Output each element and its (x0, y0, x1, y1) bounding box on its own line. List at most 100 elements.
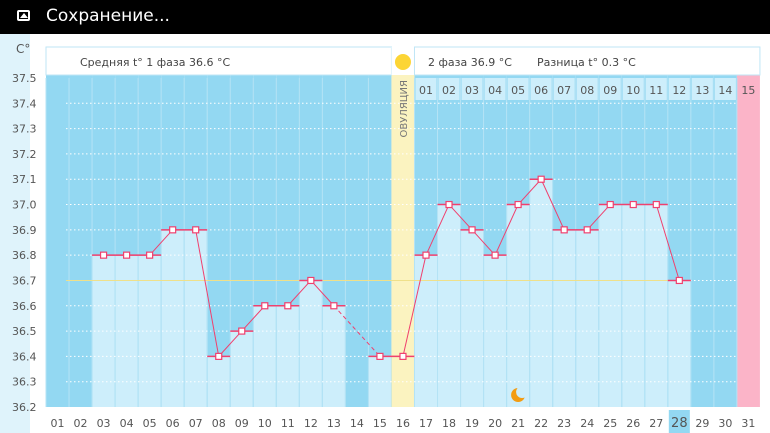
temp-point (399, 352, 407, 360)
temp-bar (668, 280, 691, 407)
x-tick-label: 31 (741, 417, 755, 430)
temp-point (238, 327, 246, 335)
x-tick-label: 16 (396, 417, 410, 430)
temp-point (422, 251, 430, 259)
temp-line-segment (149, 229, 174, 256)
temp-line-segment (540, 179, 565, 231)
temp-line-segment (655, 204, 680, 281)
x-tick-label: 05 (143, 417, 157, 430)
temp-point (99, 251, 108, 259)
y-tick-label: 36.4 (12, 350, 37, 363)
x-tick-label: 06 (166, 417, 180, 430)
status-title: Сохранение... (46, 6, 170, 26)
x-tick-label: 24 (580, 417, 594, 430)
x-tick-label: 11 (281, 417, 295, 430)
temp-line-segment (287, 280, 312, 307)
day-column (368, 58, 392, 407)
temp-point (215, 352, 223, 360)
x-tick-label: 22 (534, 417, 548, 430)
temp-point (445, 200, 453, 209)
day-column (690, 58, 714, 407)
temp-bar (276, 305, 299, 407)
phase2-day-label: 15 (741, 84, 755, 97)
temp-bar (414, 255, 438, 407)
phase2-day-label: 14 (718, 84, 732, 97)
y-tick-label: 36.8 (12, 249, 37, 262)
y-tick-label: 36.6 (12, 300, 37, 313)
x-tick-label: 12 (304, 417, 318, 430)
temp-line-segment (586, 204, 611, 231)
temp-bar (438, 204, 461, 407)
temp-point (307, 276, 315, 285)
temp-point (560, 226, 568, 234)
current-day-highlight (668, 410, 690, 433)
x-tick-label: 20 (488, 417, 502, 430)
temp-line-segment (218, 330, 243, 357)
phase2-day-label: 07 (557, 84, 571, 97)
day-column (207, 58, 231, 407)
x-tick-label: 18 (442, 417, 456, 430)
temp-line-segment (402, 255, 427, 357)
x-tick-label: 23 (557, 417, 571, 430)
phase2-day-label: 05 (511, 84, 525, 97)
temp-point (629, 200, 637, 209)
x-tick-label: 21 (511, 417, 525, 430)
x-tick-label: 09 (235, 417, 249, 430)
temp-bar (161, 229, 184, 407)
temp-bar (576, 229, 599, 407)
phase2-day-cell (507, 78, 529, 100)
phase2-day-cell (576, 78, 598, 100)
day-column (736, 58, 760, 407)
temp-point (583, 226, 591, 234)
y-tick-label: 36.5 (12, 325, 37, 338)
temp-line-segment (425, 204, 450, 256)
x-tick-label: 27 (649, 417, 663, 430)
day-column (345, 58, 369, 407)
phase2-day-label: 06 (534, 84, 548, 97)
day-column (230, 58, 254, 407)
y-tick-label: 37.1 (12, 173, 37, 186)
temp-bar (622, 204, 645, 407)
x-tick-label: 28 (671, 416, 688, 431)
x-axis-bg (46, 407, 760, 433)
x-tick-label: 13 (327, 417, 341, 430)
phase2-text: 2 фаза 36.9 °C (428, 56, 512, 69)
temp-point (192, 226, 200, 234)
y-tick-label: 36.7 (12, 274, 37, 287)
temp-point (376, 352, 384, 360)
temp-point (146, 251, 154, 259)
temp-point (514, 200, 522, 209)
temp-point (652, 200, 660, 209)
phase1-header (45, 46, 392, 76)
x-tick-label: 29 (695, 417, 709, 430)
phase2-day-label: 03 (465, 84, 479, 97)
temp-point (284, 302, 292, 310)
temp-point (330, 302, 338, 310)
temp-point (468, 226, 476, 234)
phase2-day-label: 09 (603, 84, 617, 97)
diff-text: Разница t° 0.3 °C (537, 56, 636, 69)
temp-bar (368, 356, 391, 407)
temp-point (606, 200, 614, 209)
phase2-day-cell (645, 78, 667, 100)
x-tick-label: 02 (74, 417, 88, 430)
temp-line-segment (448, 204, 473, 231)
phase2-header (413, 46, 761, 76)
day-column (713, 58, 737, 407)
phase2-day-cell (484, 78, 506, 100)
temp-point (169, 226, 177, 234)
temp-line-segment (195, 229, 220, 357)
phase2-day-cell (415, 78, 437, 100)
phase1-text: Средняя t° 1 фаза 36.6 °C (80, 56, 230, 69)
temp-bar (253, 305, 276, 407)
temp-bar (92, 255, 115, 407)
temp-line-segment (333, 305, 381, 357)
phase2-day-cell (622, 78, 644, 100)
image-icon (17, 10, 30, 21)
temp-bar (553, 229, 576, 407)
phase2-day-cell (553, 78, 575, 100)
axis-bg (30, 34, 46, 433)
phase2-day-cell (668, 78, 690, 100)
ovulation-label: ОВУЛЯЦИЯ (399, 80, 410, 138)
x-tick-label: 30 (718, 417, 732, 430)
